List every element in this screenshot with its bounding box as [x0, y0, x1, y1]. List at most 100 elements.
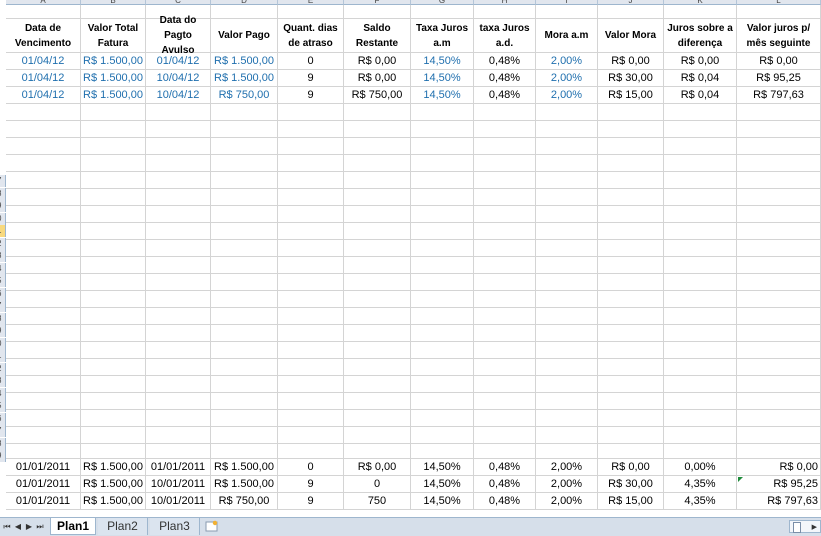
cell[interactable]: [81, 189, 146, 206]
cell[interactable]: [664, 189, 737, 206]
cell[interactable]: [474, 359, 536, 376]
cell[interactable]: [536, 308, 598, 325]
cell[interactable]: [6, 274, 81, 291]
cell[interactable]: [278, 104, 344, 121]
cell[interactable]: [411, 5, 474, 19]
cell[interactable]: [536, 172, 598, 189]
cell[interactable]: [81, 325, 146, 342]
row-header[interactable]: 6: [0, 287, 6, 300]
cell-grid[interactable]: Data de Vencimento Valor Total Fatura Data…: [6, 5, 821, 517]
table-cell[interactable]: R$ 0,00: [344, 70, 411, 87]
cell[interactable]: [344, 172, 411, 189]
cell[interactable]: [536, 376, 598, 393]
table-cell[interactable]: 9: [278, 70, 344, 87]
cell[interactable]: [81, 410, 146, 427]
cell[interactable]: [536, 444, 598, 459]
table-cell[interactable]: R$ 95,25: [737, 476, 821, 493]
cell[interactable]: [536, 359, 598, 376]
cell[interactable]: [474, 121, 536, 138]
cell[interactable]: [536, 342, 598, 359]
cell[interactable]: [278, 121, 344, 138]
cell[interactable]: [664, 291, 737, 308]
cell[interactable]: [737, 308, 821, 325]
column-header-c[interactable]: C: [146, 0, 211, 5]
table-cell[interactable]: 0,48%: [474, 476, 536, 493]
cell[interactable]: [536, 325, 598, 342]
cell[interactable]: [211, 325, 278, 342]
cell[interactable]: [211, 206, 278, 223]
cell[interactable]: [278, 257, 344, 274]
cell[interactable]: [664, 342, 737, 359]
cell[interactable]: [6, 342, 81, 359]
cell[interactable]: [81, 274, 146, 291]
prev-sheet-icon[interactable]: ◀: [14, 522, 22, 531]
row-header[interactable]: 3: [0, 250, 6, 262]
cell[interactable]: [474, 206, 536, 223]
cell[interactable]: [211, 342, 278, 359]
cell[interactable]: [598, 376, 664, 393]
cell[interactable]: [598, 121, 664, 138]
cell[interactable]: [146, 223, 211, 240]
cell[interactable]: [474, 444, 536, 459]
table-cell[interactable]: 0,48%: [474, 53, 536, 70]
cell[interactable]: [278, 359, 344, 376]
table-cell[interactable]: R$ 1.500,00: [81, 70, 146, 87]
cell[interactable]: [344, 5, 411, 19]
cell[interactable]: [6, 121, 81, 138]
table-cell[interactable]: 10/04/12: [146, 87, 211, 104]
cell[interactable]: [278, 155, 344, 172]
cell[interactable]: [6, 359, 81, 376]
cell[interactable]: [6, 393, 81, 410]
table-cell[interactable]: 01/01/2011: [146, 459, 211, 476]
row-header[interactable]: 1: [0, 350, 6, 362]
cell[interactable]: [146, 121, 211, 138]
table-cell[interactable]: R$ 1.500,00: [81, 476, 146, 493]
cell[interactable]: [344, 206, 411, 223]
cell[interactable]: [211, 393, 278, 410]
table-cell[interactable]: 9: [278, 87, 344, 104]
column-header-e[interactable]: E: [278, 0, 344, 5]
row-header[interactable]: 2: [0, 237, 6, 250]
table-cell[interactable]: R$ 0,00: [598, 53, 664, 70]
row-header[interactable]: 5: [0, 400, 6, 412]
cell[interactable]: [536, 104, 598, 121]
column-title[interactable]: taxa Juros a.d.: [474, 19, 536, 53]
cell[interactable]: [81, 444, 146, 459]
cell[interactable]: [146, 359, 211, 376]
table-cell[interactable]: 4,35%: [664, 476, 737, 493]
cell[interactable]: [81, 104, 146, 121]
table-cell[interactable]: 14,50%: [411, 493, 474, 510]
cell[interactable]: [146, 325, 211, 342]
cell[interactable]: [81, 291, 146, 308]
cell[interactable]: [474, 104, 536, 121]
cell[interactable]: [278, 5, 344, 19]
cell[interactable]: [536, 410, 598, 427]
cell[interactable]: [411, 359, 474, 376]
cell[interactable]: [344, 121, 411, 138]
table-cell[interactable]: 14,50%: [411, 459, 474, 476]
cell[interactable]: [81, 376, 146, 393]
cell[interactable]: [536, 155, 598, 172]
column-title[interactable]: Quant. dias de atraso: [278, 19, 344, 53]
cell[interactable]: [737, 342, 821, 359]
row-header[interactable]: 3: [0, 375, 6, 387]
cell[interactable]: [344, 393, 411, 410]
table-cell[interactable]: 14,50%: [411, 476, 474, 493]
cell[interactable]: [411, 155, 474, 172]
cell[interactable]: [81, 5, 146, 19]
cell[interactable]: [664, 240, 737, 257]
cell[interactable]: [598, 342, 664, 359]
table-cell[interactable]: 750: [344, 493, 411, 510]
cell[interactable]: [6, 376, 81, 393]
table-cell[interactable]: R$ 1.500,00: [211, 70, 278, 87]
cell[interactable]: [536, 223, 598, 240]
table-cell[interactable]: 0,00%: [664, 459, 737, 476]
table-cell[interactable]: 01/01/2011: [6, 493, 81, 510]
cell[interactable]: [344, 410, 411, 427]
cell[interactable]: [278, 240, 344, 257]
cell[interactable]: [664, 359, 737, 376]
cell[interactable]: [344, 104, 411, 121]
cell[interactable]: [411, 444, 474, 459]
cell[interactable]: [664, 410, 737, 427]
cell[interactable]: [278, 189, 344, 206]
